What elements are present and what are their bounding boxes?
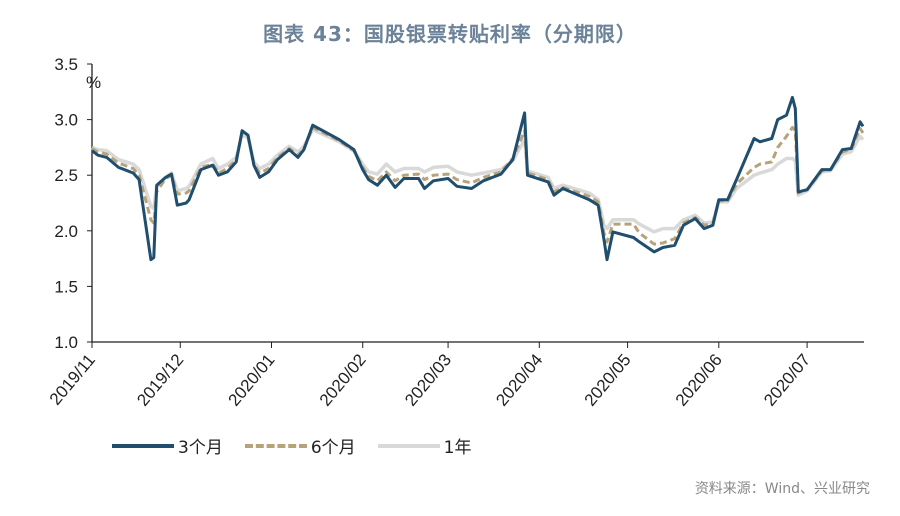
- legend-swatch-6m: [244, 443, 307, 448]
- y-tick-label: 1.0: [54, 333, 78, 352]
- series-line-1y: [91, 127, 865, 234]
- x-tick-label: 2019/11: [46, 350, 99, 408]
- legend-swatch-1y: [377, 443, 440, 448]
- x-tick-label: 2020/01: [225, 350, 279, 409]
- y-axis-unit: %: [86, 73, 101, 92]
- legend: 3个月 6个月 1年: [112, 433, 493, 458]
- x-tick-label: 2020/06: [672, 350, 726, 409]
- x-tick-label: 2020/03: [401, 350, 455, 409]
- legend-label-6m: 6个月: [310, 438, 356, 458]
- legend-item-3m: 3个月: [112, 433, 223, 458]
- y-tick-label: 3.0: [54, 111, 78, 130]
- x-tick-label: 2020/07: [760, 350, 814, 409]
- legend-item-6m: 6个月: [244, 433, 356, 458]
- y-tick-label: 2.5: [54, 166, 78, 185]
- series-line-3m: [91, 95, 865, 262]
- legend-item-1y: 1年: [377, 433, 472, 458]
- legend-label-1y: 1年: [443, 438, 472, 458]
- source-note: 资料来源：Wind、兴业研究: [694, 481, 870, 497]
- y-tick-label: 1.5: [54, 277, 78, 296]
- x-tick-label: 2020/05: [581, 350, 635, 409]
- y-tick-label: 2.0: [54, 222, 78, 241]
- legend-swatch-3m: [112, 443, 174, 448]
- x-tick-label: 2020/02: [316, 350, 370, 409]
- series-line-6m: [91, 125, 865, 246]
- legend-label-3m: 3个月: [178, 438, 223, 458]
- y-tick-label: 3.5: [54, 55, 78, 74]
- x-tick-label: 2020/04: [492, 350, 546, 409]
- chart-title: 图表 43：国股银票转贴利率（分期限）: [263, 22, 637, 46]
- x-tick-label: 2019/12: [133, 350, 187, 409]
